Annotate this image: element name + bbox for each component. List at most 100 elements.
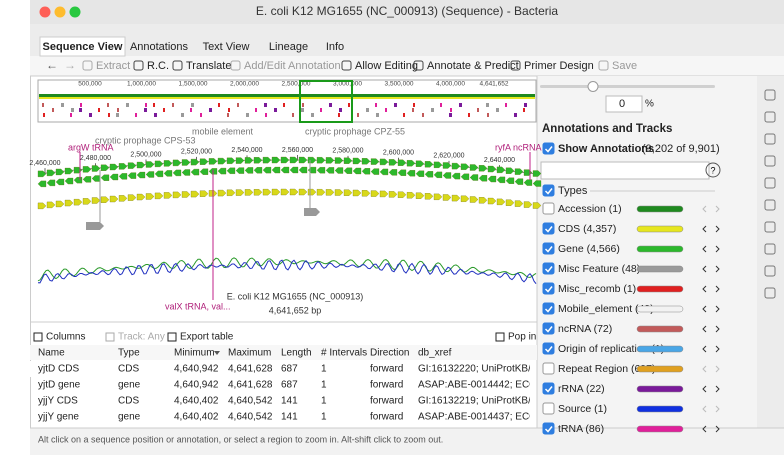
sidebar-icon[interactable] (764, 265, 776, 277)
annotation-arrow[interactable] (46, 179, 56, 187)
annotation-arrow[interactable] (226, 189, 236, 196)
annotation-arrow[interactable] (91, 197, 101, 204)
annotation-arrow[interactable] (280, 188, 290, 196)
annotation-arrow[interactable] (352, 167, 362, 175)
annotation-arrow[interactable] (316, 189, 326, 196)
annotation-arrow[interactable] (406, 192, 416, 199)
track-arrows[interactable] (702, 345, 720, 353)
annotation-arrow[interactable] (298, 156, 308, 164)
annotation-arrow[interactable] (514, 200, 524, 207)
back-arrow[interactable]: ← (46, 58, 58, 72)
sidebar-icon[interactable] (764, 177, 776, 189)
annotation-arrow[interactable] (406, 170, 416, 177)
track-label[interactable]: Gene (4,566) (558, 243, 620, 255)
annotation-arrow[interactable] (523, 201, 533, 208)
annotation-arrow[interactable] (91, 165, 101, 172)
annotation-arrow[interactable] (334, 157, 344, 164)
annotation-arrow[interactable] (343, 157, 353, 164)
annotation-arrow[interactable] (190, 158, 200, 166)
annotation-arrow[interactable] (190, 190, 200, 198)
toolbar-button[interactable]: Extract (96, 60, 130, 72)
annotation-arrow[interactable] (514, 178, 524, 185)
track-arrows[interactable] (702, 385, 720, 393)
annotation-arrow[interactable] (307, 166, 317, 174)
show-annotations[interactable]: Show Annotations (558, 143, 654, 155)
annotation-arrow[interactable] (469, 174, 479, 181)
annotation-arrow[interactable] (451, 162, 461, 170)
annotation-arrow[interactable] (262, 166, 272, 174)
annotation-arrow[interactable] (154, 160, 164, 168)
annotation-arrow[interactable] (298, 166, 308, 174)
toolbar-button[interactable]: Add/Edit Annotation (244, 60, 341, 72)
annotation-arrow[interactable] (505, 167, 515, 174)
annotation-arrow[interactable] (496, 198, 506, 206)
annotation-arrow[interactable] (451, 194, 461, 202)
annotation-arrow[interactable] (325, 189, 335, 196)
annotation-arrow[interactable] (406, 160, 416, 167)
annotation-arrow[interactable] (334, 189, 344, 196)
annotation-arrow[interactable] (289, 188, 299, 196)
checkbox[interactable] (542, 422, 555, 435)
annotation-arrow[interactable] (523, 179, 533, 186)
zoom-knob[interactable] (587, 81, 599, 92)
annotation-arrow[interactable] (136, 161, 146, 169)
table-tool[interactable]: Columns (46, 332, 85, 343)
annotation-arrow[interactable] (496, 176, 506, 184)
zoom-button[interactable] (69, 6, 81, 18)
tab[interactable]: Sequence View (43, 41, 123, 53)
annotation-arrow[interactable] (37, 202, 47, 210)
annotation-arrow[interactable] (415, 192, 425, 199)
sidebar-icon[interactable] (764, 155, 776, 167)
annotation-arrow[interactable] (325, 167, 335, 174)
annotation-arrow[interactable] (253, 167, 263, 174)
toolbar-icon[interactable] (510, 60, 521, 71)
track-color[interactable] (636, 385, 684, 393)
track-label[interactable]: Misc_recomb (1) (558, 283, 636, 295)
annotation-arrow[interactable] (145, 193, 155, 200)
column-header[interactable]: Maximum (228, 348, 271, 359)
annotation-arrow[interactable] (433, 171, 443, 178)
annotation-arrow[interactable] (397, 191, 407, 198)
mobile-element[interactable] (304, 208, 320, 216)
toolbar-icon[interactable] (133, 60, 144, 71)
toolbar-icon[interactable] (598, 60, 609, 71)
column-header[interactable]: Minimum (174, 348, 215, 359)
annotation-arrow[interactable] (217, 157, 227, 165)
annotation-arrow[interactable] (64, 177, 74, 185)
annotation-arrow[interactable] (271, 156, 281, 164)
table-tool-icon[interactable] (33, 332, 43, 342)
track-color[interactable] (636, 425, 684, 433)
annotation-arrow[interactable] (280, 156, 290, 164)
mobile-element[interactable] (86, 222, 104, 230)
tab[interactable]: Annotations (130, 41, 189, 53)
annotation-arrow[interactable] (352, 189, 362, 197)
annotation-arrow[interactable] (127, 162, 137, 169)
track-arrows[interactable] (702, 285, 720, 293)
annotation-arrow[interactable] (361, 158, 371, 165)
annotation-arrow[interactable] (199, 158, 209, 165)
zoom-value[interactable]: 0 (619, 98, 625, 110)
tab-selected[interactable] (39, 36, 126, 57)
checkbox[interactable] (542, 322, 555, 335)
annotation-arrow[interactable] (136, 171, 146, 179)
annotation-arrow[interactable] (487, 197, 497, 205)
track-label[interactable]: CDS (4,357) (558, 223, 616, 235)
annotation-arrow[interactable] (253, 157, 263, 164)
annotation-arrow[interactable] (100, 174, 110, 181)
checkbox[interactable] (542, 262, 555, 275)
tab[interactable]: Info (326, 41, 344, 53)
annotation-arrow[interactable] (100, 164, 110, 171)
annotation-arrow[interactable] (73, 199, 83, 206)
annotation-arrow[interactable] (235, 189, 245, 196)
annotation-arrow[interactable] (442, 172, 452, 179)
annotation-arrow[interactable] (208, 158, 218, 165)
toolbar-button[interactable]: Allow Editing (355, 60, 418, 72)
toolbar-icon[interactable] (341, 60, 352, 71)
annotation-arrow[interactable] (109, 195, 119, 203)
annotation-arrow[interactable] (64, 199, 74, 207)
annotation-arrow[interactable] (217, 189, 227, 197)
annotation-arrow[interactable] (307, 188, 317, 196)
table-cell[interactable]: GI:16132219; UniProtKB/Sw (418, 396, 546, 407)
annotation-arrow[interactable] (298, 188, 308, 196)
close-button[interactable] (39, 6, 51, 18)
